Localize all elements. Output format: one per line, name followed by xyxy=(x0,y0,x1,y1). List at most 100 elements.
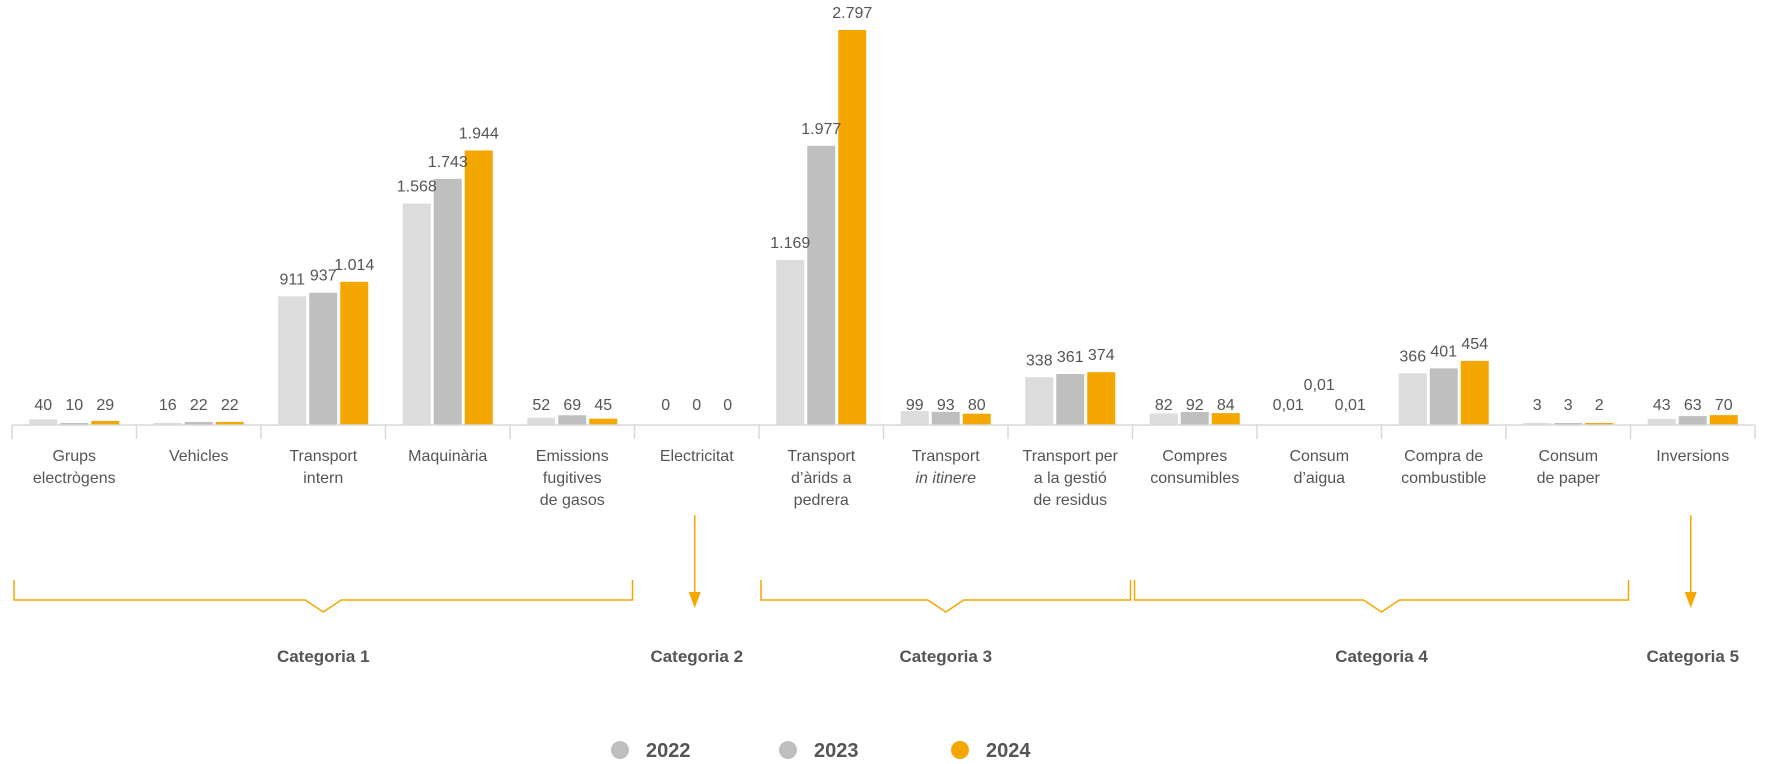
value-label-2022-3: 1.568 xyxy=(397,179,437,196)
category-label-1-line-0: Vehicles xyxy=(169,448,229,465)
bar-2023-2 xyxy=(309,293,337,425)
bar-2023-13 xyxy=(1679,416,1707,425)
category-label-11-line-1: combustible xyxy=(1401,470,1486,487)
category-label-4-line-2: de gasos xyxy=(540,492,605,509)
legend-swatch-2023 xyxy=(779,741,797,759)
value-label-2023-6: 1.977 xyxy=(801,121,841,138)
x-axis xyxy=(12,425,1755,439)
value-label-2023-7: 93 xyxy=(937,397,955,414)
bar-2024-13 xyxy=(1710,415,1738,425)
value-label-2022-1: 16 xyxy=(159,397,177,414)
category-label-2-line-0: Transport xyxy=(289,448,357,465)
bar-2024-6 xyxy=(838,30,866,425)
group-arrow-head-1 xyxy=(689,592,701,608)
category-label-6-line-1: d’àrids a xyxy=(791,470,852,487)
value-label-2023-13: 63 xyxy=(1684,397,1702,414)
category-label-0-line-0: Grups xyxy=(52,448,96,465)
bar-2022-4 xyxy=(527,418,555,425)
value-label-2024-0: 29 xyxy=(96,397,114,414)
bar-2024-9 xyxy=(1212,413,1240,425)
bar-2023-4 xyxy=(558,415,586,425)
value-label-2024-6: 2.797 xyxy=(832,5,872,22)
value-label-2023-0: 10 xyxy=(65,397,83,414)
value-label-2023-12: 3 xyxy=(1564,397,1573,414)
value-label-2023-10: 0,01 xyxy=(1304,377,1335,394)
value-label-2024-9: 84 xyxy=(1217,397,1235,414)
category-label-7-line-0: Transport xyxy=(912,448,980,465)
legend-swatch-2022 xyxy=(611,741,629,759)
legend-label-2024: 2024 xyxy=(986,740,1031,762)
category-label-2-line-1: intern xyxy=(303,470,343,487)
value-label-2024-7: 80 xyxy=(968,397,986,414)
category-label-10-line-0: Consum xyxy=(1289,448,1349,465)
bar-2023-8 xyxy=(1056,374,1084,425)
value-label-2023-11: 401 xyxy=(1430,343,1457,360)
value-label-2023-9: 92 xyxy=(1186,397,1204,414)
value-label-2022-7: 99 xyxy=(906,397,924,414)
category-label-12-line-0: Consum xyxy=(1538,448,1598,465)
value-label-2022-4: 52 xyxy=(532,397,550,414)
category-label-9-line-0: Compres xyxy=(1162,448,1227,465)
value-label-2022-13: 43 xyxy=(1653,397,1671,414)
category-label-3-line-0: Maquinària xyxy=(408,448,487,465)
group-label-categoria-5: Categoria 5 xyxy=(1646,647,1739,666)
category-label-0-line-1: electrògens xyxy=(33,470,116,487)
value-label-2024-11: 454 xyxy=(1461,336,1488,353)
bar-2022-0 xyxy=(29,419,57,425)
category-label-6-line-2: pedrera xyxy=(794,492,849,509)
category-label-7-line-1: in itinere xyxy=(916,470,977,487)
value-label-2022-6: 1.169 xyxy=(770,235,810,252)
value-label-2023-2: 937 xyxy=(310,268,337,285)
bar-2024-7 xyxy=(963,414,991,425)
category-label-8-line-1: a la gestió xyxy=(1034,470,1107,487)
bar-2022-9 xyxy=(1150,413,1178,425)
group-bracket-2 xyxy=(761,580,1131,612)
group-label-categoria-3: Categoria 3 xyxy=(899,647,992,666)
value-label-2023-5: 0 xyxy=(692,397,701,414)
value-label-2024-1: 22 xyxy=(221,397,239,414)
legend-label-2022: 2022 xyxy=(646,740,691,762)
value-label-2022-10: 0,01 xyxy=(1273,397,1304,414)
legend: 2022 2023 2024 xyxy=(611,740,1031,762)
value-label-2024-13: 70 xyxy=(1715,397,1733,414)
bar-2022-11 xyxy=(1399,373,1427,425)
category-label-6-line-0: Transport xyxy=(787,448,855,465)
group-label-categoria-4: Categoria 4 xyxy=(1335,647,1428,666)
bar-2023-6 xyxy=(807,146,835,425)
group-label-categoria-1: Categoria 1 xyxy=(277,647,370,666)
bar-2024-4 xyxy=(589,419,617,425)
category-label-9-line-1: consumibles xyxy=(1150,470,1239,487)
bar-2023-3 xyxy=(434,179,462,425)
category-label-8-line-0: Transport per xyxy=(1023,448,1119,465)
value-label-2022-12: 3 xyxy=(1533,397,1542,414)
legend-swatch-2024 xyxy=(951,741,969,759)
category-label-4-line-0: Emissions xyxy=(536,448,609,465)
value-label-2023-1: 22 xyxy=(190,397,208,414)
category-labels-layer: Grups electrògens Vehicles Transport intern M… xyxy=(33,448,1729,509)
value-label-2024-4: 45 xyxy=(594,397,612,414)
category-label-5-line-0: Electricitat xyxy=(660,448,734,465)
category-label-4-line-1: fugitives xyxy=(543,470,602,487)
value-label-2022-5: 0 xyxy=(661,397,670,414)
value-label-2024-12: 2 xyxy=(1595,397,1604,414)
value-label-2024-5: 0 xyxy=(723,397,732,414)
bar-2022-8 xyxy=(1025,377,1053,425)
value-label-2023-8: 361 xyxy=(1057,349,1084,366)
value-label-2024-10: 0,01 xyxy=(1335,397,1366,414)
category-groups-layer: Categoria 1 Categoria 2 Categoria 3 Categor… xyxy=(14,515,1739,666)
category-label-11-line-0: Compra de xyxy=(1404,448,1483,465)
bar-2023-11 xyxy=(1430,368,1458,425)
bar-2022-6 xyxy=(776,260,804,425)
bar-2024-3 xyxy=(465,150,493,425)
bar-2024-8 xyxy=(1087,372,1115,425)
group-bracket-3 xyxy=(1135,580,1629,612)
category-label-10-line-1: d’aigua xyxy=(1293,470,1345,487)
value-label-2024-2: 1.014 xyxy=(334,257,374,274)
value-label-2022-2: 911 xyxy=(279,271,305,288)
value-label-2024-8: 374 xyxy=(1088,347,1115,364)
group-bracket-0 xyxy=(14,580,633,612)
bar-2022-3 xyxy=(403,204,431,425)
legend-label-2023: 2023 xyxy=(814,740,859,762)
value-label-2022-0: 40 xyxy=(34,397,52,414)
